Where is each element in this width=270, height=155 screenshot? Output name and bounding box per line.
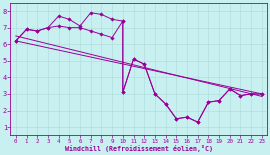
- X-axis label: Windchill (Refroidissement éolien,°C): Windchill (Refroidissement éolien,°C): [65, 145, 213, 152]
